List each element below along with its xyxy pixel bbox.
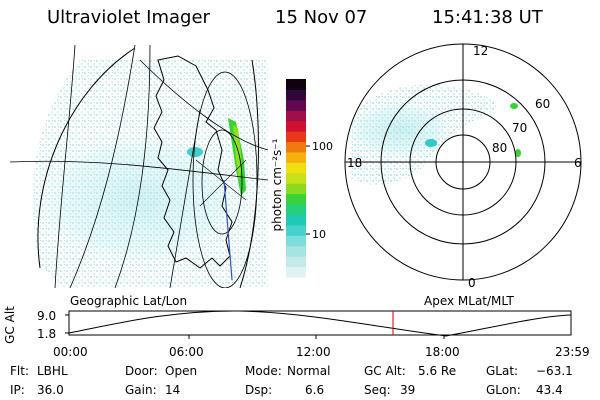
geo-aurora-haze xyxy=(30,130,250,270)
orbit-x-tick-0600: 06:00 xyxy=(169,345,204,359)
colorbar-swatch xyxy=(286,214,306,226)
instrument-title: Ultraviolet Imager xyxy=(47,7,210,28)
info-seq-key: Seq: xyxy=(364,383,391,397)
mlt-label-0: 0 xyxy=(468,276,476,290)
colorbar-swatch xyxy=(286,110,306,122)
info-door-key: Door: xyxy=(125,364,158,378)
orbit-altitude-curve xyxy=(68,310,572,337)
orbit-frame xyxy=(68,310,572,336)
info-mode-val: Normal xyxy=(287,364,331,378)
colorbar-unit-label: photon cm⁻²s⁻¹ xyxy=(270,138,284,232)
mlt-label-12: 12 xyxy=(473,44,489,58)
polar-panel-label: Apex MLat/MLT xyxy=(424,294,514,308)
colorbar-swatch xyxy=(286,256,306,268)
colorbar-swatch xyxy=(286,141,306,153)
info-gain-key: Gain: xyxy=(125,383,157,397)
colorbar-tick-100: 100 xyxy=(312,140,333,153)
orbit-y-tick-low: 1.8 xyxy=(37,327,57,341)
info-flt-key: Flt: xyxy=(10,364,29,378)
info-mode-key: Mode: xyxy=(245,364,282,378)
colorbar-ticks xyxy=(306,145,310,235)
lat-label-60: 60 xyxy=(535,97,551,111)
colorbar-swatch xyxy=(286,183,306,195)
colorbar-swatch xyxy=(286,172,306,184)
info-dsp-val: 6.6 xyxy=(305,383,325,397)
date-label: 15 Nov 07 xyxy=(275,7,368,28)
colorbar-swatch xyxy=(286,79,306,90)
geo-map xyxy=(10,44,268,288)
colorbar-swatch xyxy=(286,162,306,174)
geo-limb xyxy=(37,47,136,269)
info-glat-key: GLat: xyxy=(486,364,519,378)
orbit-y-axis-label: GC Alt xyxy=(3,306,17,344)
colorbar-swatch xyxy=(286,266,306,278)
geo-limb-outer xyxy=(239,59,259,289)
orbit-plot xyxy=(65,310,572,339)
info-gcalt-key: GC Alt: xyxy=(364,364,406,378)
colorbar-swatch xyxy=(286,89,306,101)
info-glon-key: GLon: xyxy=(486,383,521,397)
colorbar-swatch xyxy=(286,204,306,215)
lat-label-80: 80 xyxy=(492,141,508,155)
colorbar-swatch xyxy=(286,235,306,247)
geo-panel-label: Geographic Lat/Lon xyxy=(70,294,188,308)
lat-label-70: 70 xyxy=(512,121,528,135)
colorbar-swatch xyxy=(286,131,306,143)
info-door-val: Open xyxy=(165,364,198,378)
colorbar-swatch xyxy=(286,224,306,236)
colorbar-swatch xyxy=(286,245,306,257)
info-dsp-key: Dsp: xyxy=(245,383,273,397)
orbit-x-tick-0000: 00:00 xyxy=(53,345,88,359)
polar-green-spot-2 xyxy=(515,149,521,157)
orbit-x-tick-1800: 18:00 xyxy=(425,345,460,359)
info-ip-key: IP: xyxy=(10,383,25,397)
geo-aurora-patch xyxy=(187,147,203,157)
info-gain-val: 14 xyxy=(165,383,181,397)
polar-green-spot-1 xyxy=(510,103,518,109)
colorbar-swatch xyxy=(286,120,306,132)
colorbar-tick-10: 10 xyxy=(312,228,326,241)
colorbar-swatch xyxy=(286,99,306,111)
mlt-label-18: 18 xyxy=(347,156,363,170)
orbit-x-tick-1200: 12:00 xyxy=(296,345,331,359)
info-glat-val: −63.1 xyxy=(536,364,573,378)
geo-coastline xyxy=(153,55,233,269)
time-label: 15:41:38 UT xyxy=(432,7,543,28)
orbit-x-tick-2359: 23:59 xyxy=(555,345,590,359)
colorbar xyxy=(286,79,306,278)
info-glon-val: 43.4 xyxy=(536,383,563,397)
svg-text:ᵢ: ᵢ xyxy=(72,67,74,77)
orbit-y-tick-high: 9.0 xyxy=(37,309,57,323)
polar-aurora-patch xyxy=(425,139,437,147)
info-ip-val: 36.0 xyxy=(37,383,64,397)
info-seq-val: 39 xyxy=(400,383,416,397)
polar-plot xyxy=(344,43,582,281)
info-flt-val: LBHL xyxy=(37,364,68,378)
mlt-label-6: 6 xyxy=(574,156,582,170)
colorbar-swatch xyxy=(286,193,306,205)
info-gcalt-val: 5.6 Re xyxy=(418,364,457,378)
colorbar-swatch xyxy=(286,151,306,163)
